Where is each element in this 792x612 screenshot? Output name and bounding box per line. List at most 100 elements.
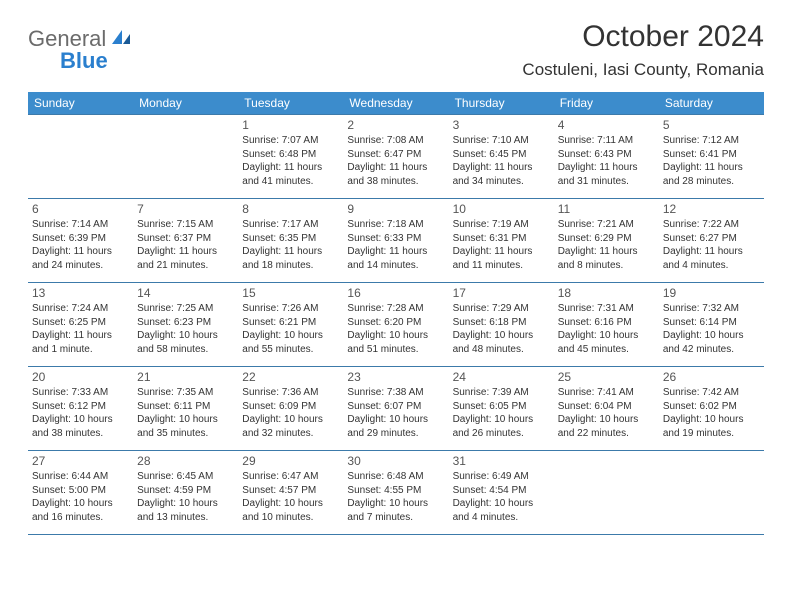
calendar-day-cell: 21Sunrise: 7:35 AMSunset: 6:11 PMDayligh…: [133, 367, 238, 451]
sunrise-text: Sunrise: 7:31 AM: [558, 302, 655, 316]
calendar-day-cell: 29Sunrise: 6:47 AMSunset: 4:57 PMDayligh…: [238, 451, 343, 535]
sunset-text: Sunset: 6:25 PM: [32, 316, 129, 330]
calendar-day-cell: 31Sunrise: 6:49 AMSunset: 4:54 PMDayligh…: [449, 451, 554, 535]
calendar-empty-cell: [554, 451, 659, 535]
daylight-text: Daylight: 11 hours and 28 minutes.: [663, 161, 760, 188]
daylight-text: Daylight: 10 hours and 32 minutes.: [242, 413, 339, 440]
day-number: 3: [453, 118, 550, 132]
calendar-empty-cell: [659, 451, 764, 535]
calendar-day-cell: 6Sunrise: 7:14 AMSunset: 6:39 PMDaylight…: [28, 199, 133, 283]
daylight-text: Daylight: 11 hours and 34 minutes.: [453, 161, 550, 188]
sunset-text: Sunset: 6:11 PM: [137, 400, 234, 414]
calendar-empty-cell: [28, 115, 133, 199]
daylight-text: Daylight: 10 hours and 7 minutes.: [347, 497, 444, 524]
day-number: 26: [663, 370, 760, 384]
sunset-text: Sunset: 6:39 PM: [32, 232, 129, 246]
day-number: 10: [453, 202, 550, 216]
sunrise-text: Sunrise: 7:32 AM: [663, 302, 760, 316]
sunrise-text: Sunrise: 6:44 AM: [32, 470, 129, 484]
weekday-header: Friday: [554, 92, 659, 115]
day-number: 15: [242, 286, 339, 300]
day-number: 20: [32, 370, 129, 384]
sunset-text: Sunset: 6:31 PM: [453, 232, 550, 246]
daylight-text: Daylight: 10 hours and 45 minutes.: [558, 329, 655, 356]
sunrise-text: Sunrise: 7:35 AM: [137, 386, 234, 400]
sunset-text: Sunset: 6:23 PM: [137, 316, 234, 330]
sunset-text: Sunset: 6:21 PM: [242, 316, 339, 330]
sunset-text: Sunset: 6:35 PM: [242, 232, 339, 246]
daylight-text: Daylight: 10 hours and 4 minutes.: [453, 497, 550, 524]
sunset-text: Sunset: 4:55 PM: [347, 484, 444, 498]
day-number: 2: [347, 118, 444, 132]
sunrise-text: Sunrise: 7:18 AM: [347, 218, 444, 232]
day-number: 13: [32, 286, 129, 300]
sunset-text: Sunset: 6:16 PM: [558, 316, 655, 330]
calendar-day-cell: 10Sunrise: 7:19 AMSunset: 6:31 PMDayligh…: [449, 199, 554, 283]
sunset-text: Sunset: 6:18 PM: [453, 316, 550, 330]
weekday-header-row: SundayMondayTuesdayWednesdayThursdayFrid…: [28, 92, 764, 115]
daylight-text: Daylight: 11 hours and 31 minutes.: [558, 161, 655, 188]
calendar-day-cell: 22Sunrise: 7:36 AMSunset: 6:09 PMDayligh…: [238, 367, 343, 451]
calendar-day-cell: 3Sunrise: 7:10 AMSunset: 6:45 PMDaylight…: [449, 115, 554, 199]
calendar-day-cell: 15 Sunrise: 7:26 AMSunset: 6:21 PMDayligh…: [238, 283, 343, 367]
calendar-week-row: 27Sunrise: 6:44 AMSunset: 5:00 PMDayligh…: [28, 451, 764, 535]
sunrise-text: Sunrise: 7:25 AM: [137, 302, 234, 316]
sunrise-text: Sunrise: 7:39 AM: [453, 386, 550, 400]
month-title: October 2024: [522, 20, 764, 54]
daylight-text: Daylight: 11 hours and 38 minutes.: [347, 161, 444, 188]
daylight-text: Daylight: 11 hours and 41 minutes.: [242, 161, 339, 188]
calendar-day-cell: 27Sunrise: 6:44 AMSunset: 5:00 PMDayligh…: [28, 451, 133, 535]
daylight-text: Daylight: 11 hours and 8 minutes.: [558, 245, 655, 272]
day-number: 7: [137, 202, 234, 216]
daylight-text: Daylight: 10 hours and 29 minutes.: [347, 413, 444, 440]
sunrise-text: Sunrise: 7:11 AM: [558, 134, 655, 148]
calendar-day-cell: 8Sunrise: 7:17 AMSunset: 6:35 PMDaylight…: [238, 199, 343, 283]
daylight-text: Daylight: 10 hours and 38 minutes.: [32, 413, 129, 440]
day-number: 25: [558, 370, 655, 384]
sunrise-text: Sunrise: 7:22 AM: [663, 218, 760, 232]
day-number: 29: [242, 454, 339, 468]
day-number: 8: [242, 202, 339, 216]
sunset-text: Sunset: 6:09 PM: [242, 400, 339, 414]
sunset-text: Sunset: 6:48 PM: [242, 148, 339, 162]
calendar-day-cell: 26Sunrise: 7:42 AMSunset: 6:02 PMDayligh…: [659, 367, 764, 451]
day-number: 31: [453, 454, 550, 468]
weekday-header: Monday: [133, 92, 238, 115]
daylight-text: Daylight: 11 hours and 1 minute.: [32, 329, 129, 356]
sunrise-text: Sunrise: 7:14 AM: [32, 218, 129, 232]
brand-text-blue: Blue: [60, 48, 132, 74]
daylight-text: Daylight: 10 hours and 19 minutes.: [663, 413, 760, 440]
sunset-text: Sunset: 6:37 PM: [137, 232, 234, 246]
day-number: 30: [347, 454, 444, 468]
daylight-text: Daylight: 11 hours and 18 minutes.: [242, 245, 339, 272]
sunrise-text: Sunrise: 7:28 AM: [347, 302, 444, 316]
calendar-day-cell: 12Sunrise: 7:22 AMSunset: 6:27 PMDayligh…: [659, 199, 764, 283]
day-number: 16: [347, 286, 444, 300]
day-number: 24: [453, 370, 550, 384]
calendar-week-row: 20Sunrise: 7:33 AMSunset: 6:12 PMDayligh…: [28, 367, 764, 451]
calendar-day-cell: 5Sunrise: 7:12 AMSunset: 6:41 PMDaylight…: [659, 115, 764, 199]
day-number: 12: [663, 202, 760, 216]
calendar-body: 1Sunrise: 7:07 AMSunset: 6:48 PMDaylight…: [28, 115, 764, 535]
calendar-day-cell: 7Sunrise: 7:15 AMSunset: 6:37 PMDaylight…: [133, 199, 238, 283]
daylight-text: Daylight: 10 hours and 58 minutes.: [137, 329, 234, 356]
daylight-text: Daylight: 10 hours and 55 minutes.: [242, 329, 339, 356]
title-block: October 2024 Costuleni, Iasi County, Rom…: [522, 20, 764, 80]
calendar-week-row: 6 Sunrise: 7:14 AMSunset: 6:39 PM Daylight…: [28, 199, 764, 283]
sunrise-text: Sunrise: 6:49 AM: [453, 470, 550, 484]
sunrise-text: Sunrise: 6:48 AM: [347, 470, 444, 484]
location-subtitle: Costuleni, Iasi County, Romania: [522, 60, 764, 80]
day-number: 18: [558, 286, 655, 300]
day-number: 23: [347, 370, 444, 384]
day-number: 9: [347, 202, 444, 216]
sunrise-text: Sunrise: 7:26 AM: [242, 302, 339, 316]
daylight-text: Daylight: 10 hours and 51 minutes.: [347, 329, 444, 356]
day-number: 1: [242, 118, 339, 132]
calendar-day-cell: 19Sunrise: 7:32 AMSunset: 6:14 PMDayligh…: [659, 283, 764, 367]
calendar-day-cell: 23Sunrise: 7:38 AMSunset: 6:07 PMDayligh…: [343, 367, 448, 451]
calendar-table: SundayMondayTuesdayWednesdayThursdayFrid…: [28, 92, 764, 535]
day-number: 27: [32, 454, 129, 468]
calendar-day-cell: 16Sunrise: 7:28 AMSunset: 6:20 PMDayligh…: [343, 283, 448, 367]
daylight-text: Daylight: 10 hours and 26 minutes.: [453, 413, 550, 440]
day-number: 6: [32, 202, 129, 216]
